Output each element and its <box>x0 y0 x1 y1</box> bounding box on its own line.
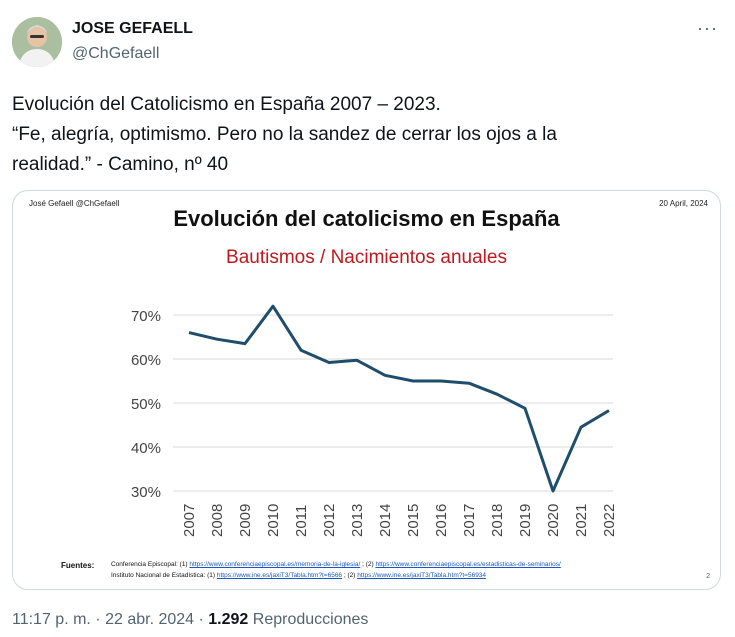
source-link[interactable]: https://www.conferenciaepiscopal.es/esta… <box>375 561 561 568</box>
x-tick-label: 2018 <box>489 504 506 537</box>
x-tick-label: 2016 <box>433 504 450 537</box>
x-tick-label: 2017 <box>461 504 478 537</box>
series-line <box>188 304 610 493</box>
tweet-line: Evolución del Catolicismo en España 2007… <box>12 94 441 115</box>
x-tick-label: 2011 <box>293 505 310 537</box>
x-tick-label: 2021 <box>573 504 590 537</box>
source-link[interactable]: https://www.conferenciaepiscopal.es/memo… <box>189 561 361 568</box>
chart-subtitle: Bautismos / Nacimientos anuales <box>226 247 507 268</box>
source-separator: ; (2) <box>360 561 376 568</box>
card-date: 20 April, 2024 <box>659 199 708 208</box>
x-tick-label: 2015 <box>405 504 422 537</box>
line-chart: 30% 40% 50% 60% 70% 2007 2008 2009 2010 2011 2012… <box>131 304 618 537</box>
tweet-date[interactable]: 22 abr. 2024 <box>105 611 195 628</box>
views-count: 1.292 <box>208 611 249 628</box>
x-tick-label: 2012 <box>321 504 338 537</box>
more-options-icon[interactable]: ··· <box>697 18 718 38</box>
source-separator: ; (2) <box>342 572 358 579</box>
sources-label: Fuentes: <box>61 561 95 570</box>
card-author: José Gefaell @ChGefaell <box>29 199 120 208</box>
x-tick-label: 2013 <box>349 504 366 537</box>
x-tick-label: 2020 <box>545 504 562 537</box>
y-tick-label: 50% <box>131 396 161 413</box>
y-tick-label: 40% <box>131 440 161 457</box>
x-tick-label: 2022 <box>601 504 618 537</box>
media-image[interactable]: José Gefaell @ChGefaell 20 April, 2024 E… <box>12 190 721 590</box>
source-line: Instituto Nacional de Estadística: (1) h… <box>111 572 486 579</box>
tweet-text: Evolución del Catolicismo en España 2007… <box>12 90 712 180</box>
source-line: Conferencia Episcopal: (1) https://www.c… <box>111 561 561 568</box>
author-name[interactable]: JOSE GEFAELL <box>72 20 193 37</box>
tweet-line: “Fe, alegría, optimismo. Pero no la sand… <box>12 124 557 145</box>
y-tick-label: 70% <box>131 308 161 325</box>
y-tick-label: 60% <box>131 352 161 369</box>
avatar-image <box>12 17 62 67</box>
y-tick-label: 30% <box>131 484 161 501</box>
meta-separator: · <box>194 611 209 628</box>
views-label: Reproducciones <box>252 611 369 628</box>
source-link[interactable]: https://www.ine.es/jaxiT3/Tabla.htm?t=65… <box>216 572 343 579</box>
source-prefix: Instituto Nacional de Estadística: (1) <box>111 572 217 579</box>
tweet-time[interactable]: 11:17 p. m. <box>12 611 91 628</box>
author-handle[interactable]: @ChGefaell <box>72 45 160 62</box>
meta-separator: · <box>90 611 106 628</box>
x-tick-label: 2014 <box>377 504 394 537</box>
tweet-line: realidad.” - Camino, nº 40 <box>12 154 229 175</box>
page-number: 2 <box>706 573 710 580</box>
x-tick-label: 2019 <box>517 504 534 537</box>
x-tick-label: 2010 <box>265 504 282 537</box>
x-tick-label: 2007 <box>181 504 198 537</box>
tweet-meta: 11:17 p. m. · 22 abr. 2024 · 1.292 Repro… <box>12 611 368 629</box>
source-prefix: Conferencia Episcopal: (1) <box>111 561 190 568</box>
source-link[interactable]: https://www.ine.es/jaxiT3/Tabla.htm?t=56… <box>357 572 487 579</box>
x-tick-label: 2009 <box>237 504 254 537</box>
chart-title: Evolución del catolicismo en España <box>173 206 560 231</box>
x-tick-label: 2008 <box>209 504 226 537</box>
avatar[interactable] <box>12 17 62 67</box>
